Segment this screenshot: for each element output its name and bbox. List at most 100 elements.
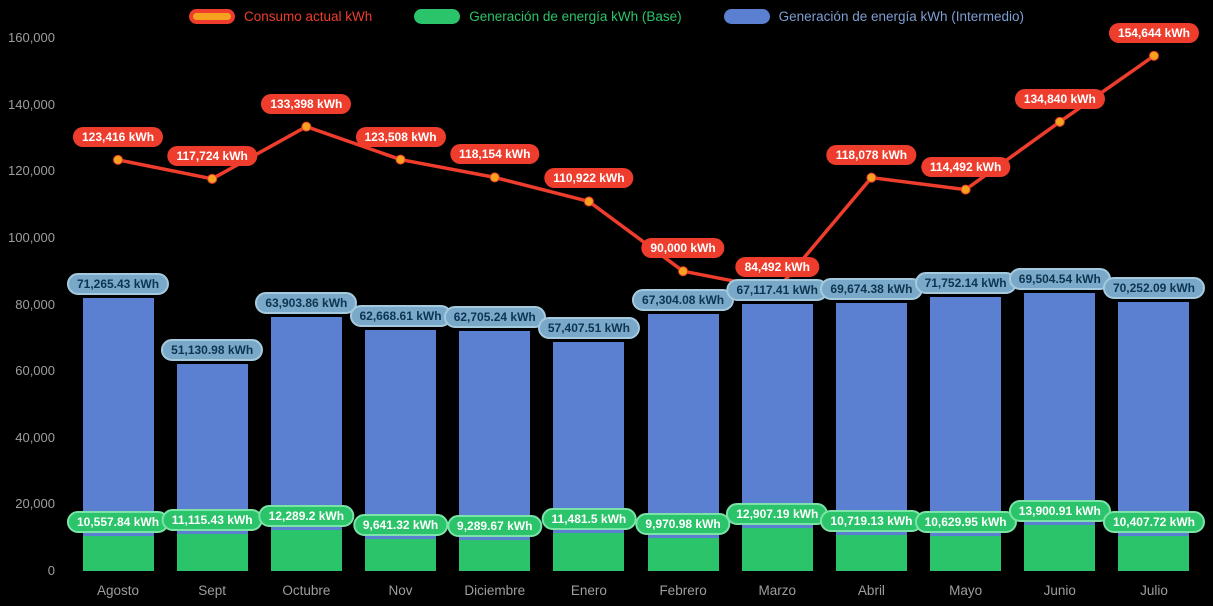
bar-segment-intermediate[interactable] — [176, 363, 248, 534]
bar-segment-intermediate[interactable] — [835, 303, 907, 536]
y-axis-label: 140,000 — [8, 96, 55, 112]
y-axis-label: 60,000 — [15, 363, 55, 379]
bar-segment-intermediate[interactable] — [647, 313, 719, 538]
x-axis-label: Agosto — [96, 583, 140, 598]
x-axis-label: Abril — [857, 583, 885, 598]
consumption-value-label: 90,000 kWh — [641, 238, 725, 259]
x-axis-label: Mayo — [949, 583, 983, 598]
bar-segment-intermediate[interactable] — [553, 341, 625, 533]
x-axis-label: Diciembre — [464, 583, 526, 598]
intermediate-value-label: 67,117.41 kWh — [726, 279, 828, 302]
y-axis-label: 160,000 — [8, 30, 55, 45]
consumption-line-swatch-icon — [188, 9, 235, 24]
bar-segment-base[interactable] — [835, 535, 907, 571]
y-axis-label: 120,000 — [8, 163, 55, 179]
bar-segment-base[interactable] — [82, 535, 154, 571]
consumption-value-label: 123,416 kWh — [72, 126, 164, 147]
consumption-point[interactable] — [678, 266, 689, 277]
bar-segment-base[interactable] — [176, 533, 248, 571]
bar-segment-intermediate[interactable] — [741, 304, 813, 528]
consumption-point[interactable] — [960, 184, 971, 195]
base-value-label: 12,907.19 kWh — [726, 503, 829, 525]
x-axis-label: Julio — [1140, 583, 1168, 598]
bar-segment-base[interactable] — [365, 538, 437, 571]
consumption-point[interactable] — [207, 173, 218, 184]
y-axis-label: 40,000 — [15, 429, 55, 445]
consumption-value-label: 133,398 kWh — [261, 93, 352, 114]
bar-segment-base[interactable] — [459, 540, 531, 571]
base-value-label: 10,629.95 kWh — [914, 510, 1017, 533]
y-axis-label: 80,000 — [15, 296, 55, 312]
intermediate-value-label: 62,705.24 kWh — [443, 306, 546, 329]
bar-segment-intermediate[interactable] — [930, 296, 1002, 536]
legend-label-generation-intermediate: Generación de energía kWh (Intermedio) — [778, 9, 1025, 24]
consumption-value-label: 118,078 kWh — [826, 144, 917, 165]
base-value-label: 9,970.98 kWh — [635, 512, 731, 535]
consumption-value-label: 123,508 kWh — [355, 126, 446, 147]
consumption-point[interactable] — [395, 154, 406, 165]
base-value-label: 13,900.91 kWh — [1008, 499, 1111, 522]
consumption-value-label: 110,922 kWh — [544, 168, 634, 189]
base-value-label: 9,641.32 kWh — [352, 513, 449, 536]
intermediate-value-label: 71,265.43 kWh — [66, 273, 170, 296]
consumption-value-label: 154,644 kWh — [1108, 22, 1199, 43]
consumption-point[interactable] — [1054, 116, 1065, 127]
bar-segment-intermediate[interactable] — [1118, 302, 1190, 537]
legend-item-generation-base[interactable]: Generación de energía kWh (Base) — [414, 9, 682, 24]
bar-segment-base[interactable] — [1024, 524, 1096, 571]
consumption-point[interactable] — [583, 196, 594, 207]
x-axis-label: Junio — [1043, 583, 1076, 598]
x-axis-label: Marzo — [758, 583, 797, 598]
consumption-value-label: 134,840 kWh — [1014, 88, 1105, 109]
consumption-value-label: 84,492 kWh — [735, 256, 819, 277]
x-axis-label: Octubre — [282, 583, 331, 598]
bar-segment-intermediate[interactable] — [1024, 293, 1096, 525]
intermediate-value-label: 63,903.86 kWh — [255, 292, 358, 315]
base-value-label: 11,481.5 kWh — [541, 507, 637, 530]
intermediate-value-label: 71,752.14 kWh — [914, 271, 1017, 294]
base-value-label: 10,407.72 kWh — [1102, 511, 1205, 534]
intermediate-bar-swatch-icon — [723, 9, 770, 24]
bar-segment-intermediate[interactable] — [82, 298, 154, 536]
bar-segment-base[interactable] — [1118, 536, 1190, 571]
consumption-point[interactable] — [489, 172, 500, 183]
consumption-value-label: 117,724 kWh — [167, 145, 257, 166]
x-axis-label: Sept — [198, 583, 227, 598]
base-value-label: 9,289.67 kWh — [447, 515, 543, 538]
base-value-label: 11,115.43 kWh — [161, 508, 263, 531]
bar-segment-base[interactable] — [930, 535, 1002, 571]
y-axis-label: 20,000 — [15, 496, 55, 512]
bar-segment-base[interactable] — [270, 530, 342, 571]
base-bar-swatch-icon — [414, 9, 461, 24]
bar-segment-intermediate[interactable] — [459, 331, 531, 541]
consumption-point[interactable] — [866, 172, 877, 183]
consumption-point[interactable] — [301, 121, 312, 132]
intermediate-value-label: 69,504.54 kWh — [1008, 268, 1111, 291]
bar-segment-base[interactable] — [741, 528, 813, 571]
intermediate-value-label: 51,130.98 kWh — [161, 338, 264, 361]
bar-segment-base[interactable] — [647, 537, 719, 571]
legend-item-consumption[interactable]: Consumo actual kWh — [188, 9, 372, 24]
y-axis-label: 100,000 — [8, 229, 55, 245]
intermediate-value-label: 67,304.08 kWh — [632, 288, 735, 311]
x-axis-label: Nov — [388, 583, 413, 598]
consumption-value-label: 118,154 kWh — [450, 144, 540, 165]
bar-segment-intermediate[interactable] — [365, 330, 437, 539]
intermediate-value-label: 62,668.61 kWh — [349, 305, 452, 328]
consumption-point[interactable] — [113, 154, 123, 165]
bar-segment-base[interactable] — [553, 532, 625, 571]
legend-item-generation-intermediate[interactable]: Generación de energía kWh (Intermedio) — [723, 9, 1025, 24]
base-value-label: 10,557.84 kWh — [66, 510, 170, 533]
legend-label-generation-base: Generación de energía kWh (Base) — [469, 9, 682, 24]
consumption-value-label: 114,492 kWh — [920, 156, 1011, 177]
intermediate-value-label: 57,407.51 kWh — [537, 316, 640, 339]
x-axis-label: Febrero — [659, 583, 707, 598]
x-axis-label: Enero — [570, 583, 607, 598]
consumption-point[interactable] — [1148, 50, 1159, 61]
intermediate-value-label: 69,674.38 kWh — [820, 278, 923, 301]
intermediate-value-label: 70,252.09 kWh — [1102, 277, 1205, 300]
chart-legend: Consumo actual kWh Generación de energía… — [0, 9, 1213, 24]
base-value-label: 10,719.13 kWh — [820, 510, 923, 533]
bar-segment-intermediate[interactable] — [270, 317, 342, 531]
